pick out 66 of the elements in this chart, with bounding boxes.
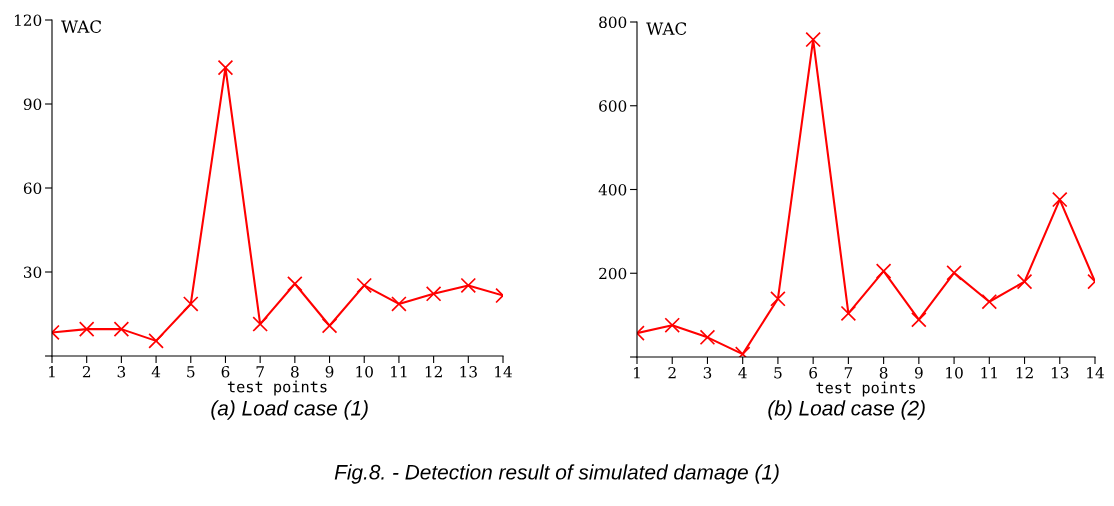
x-tick-label: 2 [82, 365, 91, 378]
y-tick-label: 30 [24, 266, 42, 279]
x-tick-label: 9 [325, 365, 334, 378]
x-tick-label: 11 [391, 365, 407, 378]
y-tick-label: 400 [598, 183, 627, 196]
x-tick-label: 6 [809, 366, 818, 379]
point [981, 293, 998, 310]
x-tick-label: 5 [774, 367, 782, 379]
point [1016, 273, 1033, 290]
x-tick-label: 14 [1087, 366, 1104, 379]
x-tick-label: 7 [256, 366, 264, 378]
point [287, 275, 303, 292]
x-tick-label: 13 [460, 365, 477, 378]
x-tick-label: 13 [1051, 366, 1069, 379]
y-tick-label: 600 [599, 100, 627, 112]
point [840, 305, 857, 322]
point [78, 321, 95, 337]
x-tick-label: 4 [738, 366, 747, 379]
x-tick-label: 10 [356, 365, 373, 378]
x-tick-label: 10 [946, 366, 963, 379]
x-tick-label: 3 [117, 365, 126, 378]
x-tick-label: 12 [1016, 366, 1033, 379]
x-axis-title: test points [227, 380, 327, 396]
text: (a) Load case (1) [211, 400, 368, 420]
x-tick-label: 9 [914, 366, 923, 379]
y-tick-label: 800 [599, 16, 627, 29]
x-tick-label: 11 [981, 366, 997, 379]
x-tick-label: 8 [879, 366, 888, 379]
point [1051, 191, 1068, 208]
y-axis-title: WAC [646, 22, 687, 35]
point [460, 277, 477, 294]
text: (b) Load case (2) [768, 400, 925, 420]
y-tick-label: 60 [23, 182, 42, 195]
x-tick-label: 1 [49, 365, 55, 378]
point [148, 333, 164, 349]
y-axis-title: WAC [61, 20, 102, 33]
point [391, 296, 407, 312]
point [425, 286, 442, 302]
x-tick-label: 8 [291, 365, 299, 378]
point [770, 291, 786, 307]
x-tick-label: 5 [187, 366, 195, 378]
point [699, 329, 716, 346]
caption: Fig.8. - Detection result of simulated damage (1) [334, 464, 779, 484]
point [252, 316, 268, 332]
point [805, 31, 821, 48]
x-tick-label: 7 [844, 367, 853, 379]
x-tick-label: 6 [221, 365, 230, 378]
y-tick-label: 120 [14, 14, 42, 27]
point [946, 265, 962, 281]
x-tick-label: 2 [668, 366, 676, 379]
y-tick-label: 200 [599, 267, 627, 280]
point [875, 263, 892, 279]
point [911, 311, 927, 328]
point [664, 317, 681, 333]
point [113, 321, 130, 337]
point [182, 296, 199, 312]
x-tick-label: 1 [634, 366, 640, 379]
x-tick-label: 12 [425, 365, 442, 378]
point [217, 59, 234, 76]
x-tick-label: 4 [151, 365, 161, 378]
point [321, 317, 338, 334]
point [356, 277, 373, 294]
x-tick-label: 3 [703, 366, 712, 379]
x-axis-title: test points [816, 381, 916, 397]
x-tick-label: 14 [495, 365, 512, 378]
y-tick-label: 90 [23, 98, 42, 111]
